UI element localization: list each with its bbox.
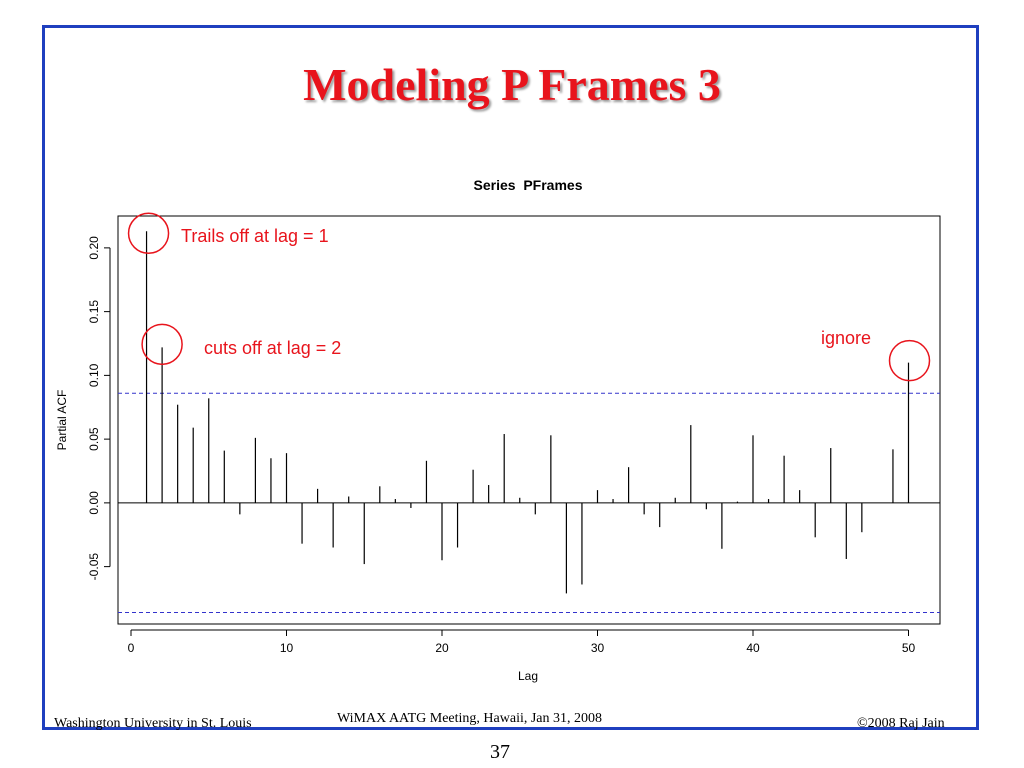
plot-area: [117, 215, 941, 625]
y-tick-label: 0.15: [87, 300, 101, 324]
x-tick-label: 40: [746, 641, 760, 655]
slide-border: [42, 25, 979, 730]
x-axis-label: Lag: [518, 669, 538, 683]
annotation-circle-lag-2: [141, 323, 183, 366]
y-tick-label: -0.05: [87, 553, 101, 581]
footer-left: Washington University in St. Louis: [54, 716, 252, 731]
x-tick-label: 50: [902, 641, 916, 655]
y-tick-label: 0.10: [87, 363, 101, 387]
annotation-label-lag-1: Trails off at lag = 1: [181, 226, 329, 246]
footer-center: WiMAX AATG Meeting, Hawaii, Jan 31, 2008: [337, 711, 603, 726]
annotation-label-lag-2: cuts off at lag = 2: [204, 338, 341, 358]
x-tick-label: 20: [435, 641, 449, 655]
y-tick-label: 0.20: [87, 236, 101, 260]
y-tick-label: 0.05: [87, 427, 101, 451]
chart-title: Series PFrames: [474, 177, 583, 193]
footer-right: ©2008 Raj Jain: [857, 716, 945, 731]
y-tick-label: 0.00: [87, 491, 101, 515]
x-tick-label: 10: [280, 641, 294, 655]
annotation-circle-lag-1: [127, 212, 170, 255]
page-number: 37: [490, 741, 510, 763]
y-axis-label: Partial ACF: [55, 390, 69, 451]
annotation-circle-lag-50: [888, 339, 931, 382]
slide-title: Modeling P Frames 3: [303, 59, 721, 110]
x-tick-label: 0: [128, 641, 135, 655]
x-tick-label: 30: [591, 641, 605, 655]
annotation-label-lag-50: ignore: [821, 328, 871, 348]
